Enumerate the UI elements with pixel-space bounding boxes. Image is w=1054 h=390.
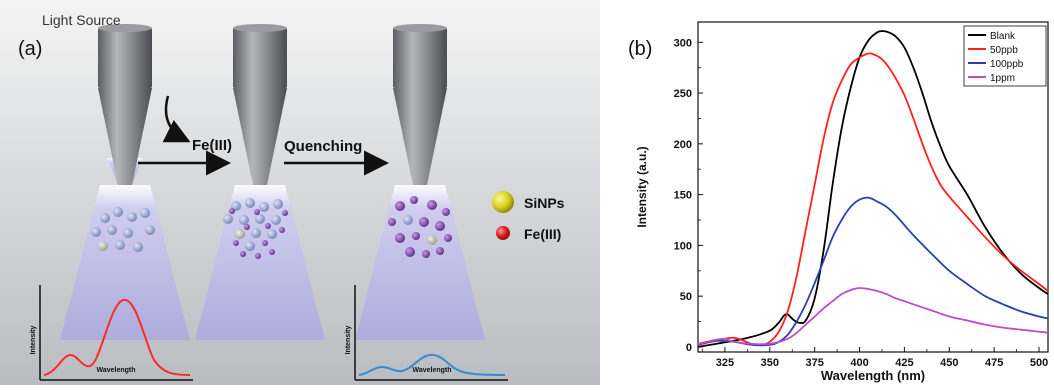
x-tick-label: 375 xyxy=(805,357,823,369)
inset1-xlabel: Wavelength xyxy=(96,367,135,374)
panel-b-chart: (b) 325 350 375 400 425 450 475 500 0 50 100 150 200… xyxy=(610,0,1054,385)
inset2-ylabel: Intensity xyxy=(345,326,352,355)
inset2-curve xyxy=(358,353,506,376)
y-tick-label: 50 xyxy=(680,291,692,303)
y-tick-label: 0 xyxy=(686,342,692,354)
y-tick-label: 250 xyxy=(674,88,692,100)
x-tick-label: 350 xyxy=(761,357,779,369)
x-axis-label: Wavelength (nm) xyxy=(821,368,925,383)
y-tick-label: 150 xyxy=(674,190,692,202)
x-tick-label: 400 xyxy=(850,357,868,369)
panel-b-label: (b) xyxy=(628,38,652,60)
schematic-legend: SiNPs Fe(III) xyxy=(492,191,565,242)
sinp-cluster-1 xyxy=(91,207,155,252)
sinp-legend-icon xyxy=(492,191,514,213)
inset-spectrum-before: Intensity Wavelength xyxy=(30,285,193,381)
series-line-100ppb xyxy=(697,196,1049,347)
x-tick-label: 450 xyxy=(940,357,958,369)
schematic-svg: Light Source (a) Fe(III) Quenching xyxy=(0,0,600,385)
sinp-legend-label: SiNPs xyxy=(524,195,565,211)
y-tick-label: 200 xyxy=(674,139,692,151)
spectrum-chart: (b) 325 350 375 400 425 450 475 500 0 50 100 150 200… xyxy=(628,21,1049,383)
axes-layer: 325 350 375 400 425 450 475 500 0 50 100 150 200 250 3… xyxy=(674,21,1049,369)
x-tick-label: 475 xyxy=(985,357,1003,369)
legend: Blank 50ppb 100ppb 1ppm xyxy=(963,25,1047,87)
series-line-50ppb xyxy=(697,52,1049,346)
light-beam-3 xyxy=(355,185,485,340)
light-source-nozzle-2 xyxy=(233,24,287,185)
series-layer xyxy=(697,30,1049,348)
inset1-ylabel: Intensity xyxy=(30,326,37,355)
panel-a-schematic: Light Source (a) Fe(III) Quenching xyxy=(0,0,600,385)
fe-addition-label: Fe(III) xyxy=(192,137,232,154)
x-tick-label: 325 xyxy=(716,357,734,369)
inset1-curve xyxy=(43,298,191,376)
fe-legend-icon xyxy=(496,226,510,240)
quenching-label: Quenching xyxy=(284,138,362,155)
legend-label: 1ppm xyxy=(990,73,1015,84)
curved-arrow-icon xyxy=(162,95,191,143)
y-tick-label: 100 xyxy=(674,240,692,252)
legend-label: Blank xyxy=(990,31,1016,42)
y-tick-label: 300 xyxy=(674,37,692,49)
panel-a-label: (a) xyxy=(18,38,42,60)
legend-label: 50ppb xyxy=(990,45,1018,56)
x-tick-label: 500 xyxy=(1030,357,1048,369)
quenched-cluster-3 xyxy=(388,196,452,258)
light-source-nozzle-3 xyxy=(393,24,447,185)
y-axis-label: Intensity (a.u.) xyxy=(635,146,649,227)
sinp-fe-cluster-2 xyxy=(223,198,288,259)
inset2-xlabel: Wavelength xyxy=(412,367,451,374)
x-tick-label: 425 xyxy=(895,357,913,369)
plot-frame xyxy=(697,21,1049,353)
series-line-blank xyxy=(697,30,1049,348)
inset-spectrum-after: Intensity Wavelength xyxy=(345,285,508,381)
series-line-1ppm xyxy=(697,287,1049,346)
light-source-label: Light Source xyxy=(42,12,121,28)
light-source-nozzle-1 xyxy=(98,24,152,185)
legend-label: 100ppb xyxy=(990,59,1024,70)
fe-legend-label: Fe(III) xyxy=(524,226,561,242)
